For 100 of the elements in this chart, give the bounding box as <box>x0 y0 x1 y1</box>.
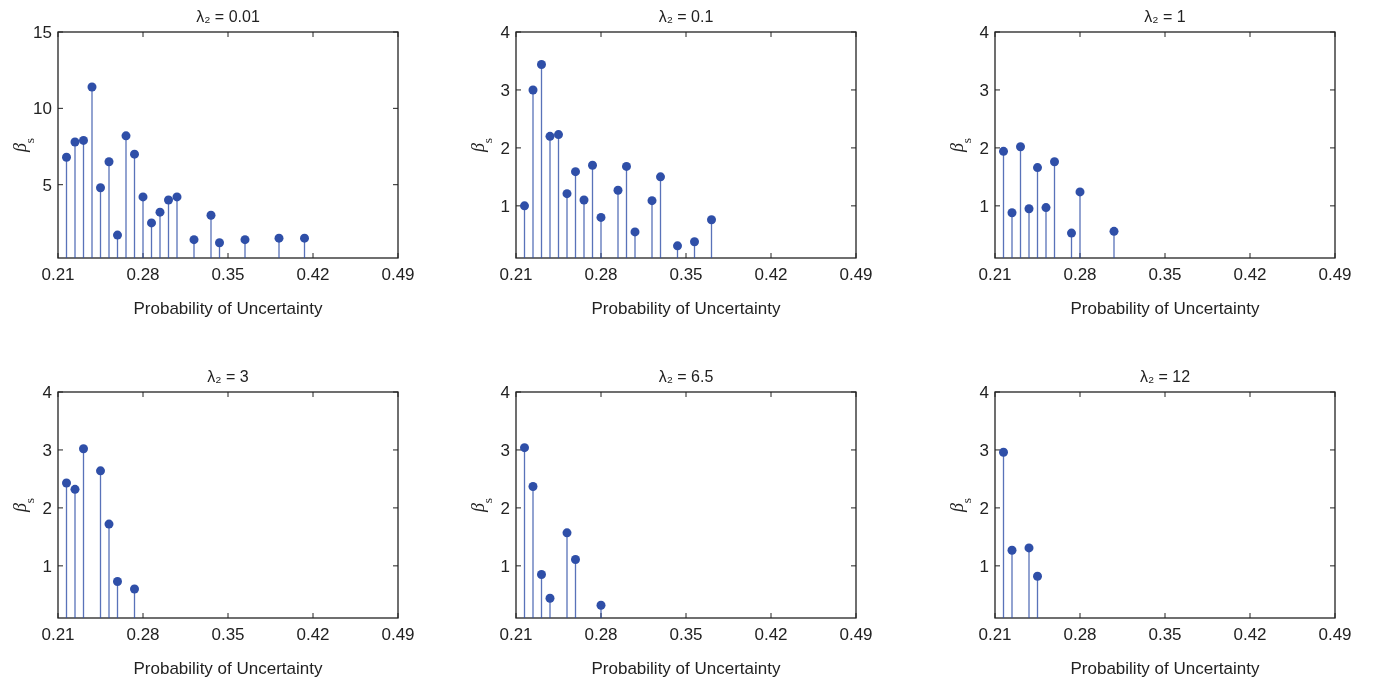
x-tick-label: 0.21 <box>978 265 1012 284</box>
point <box>622 161 631 171</box>
point <box>562 528 572 538</box>
point <box>1050 157 1059 167</box>
point <box>274 233 284 243</box>
x-tick-label: 0.28 <box>1063 625 1097 644</box>
point <box>189 235 199 245</box>
point <box>588 160 597 170</box>
point <box>96 466 105 476</box>
point <box>596 212 606 222</box>
point <box>647 196 657 206</box>
point <box>138 192 148 202</box>
point <box>520 443 529 453</box>
y-tick-label: 1 <box>500 556 510 576</box>
point <box>537 570 546 580</box>
y-tick-label: 15 <box>33 22 52 42</box>
x-tick-label: 0.49 <box>1318 265 1352 284</box>
x-axis-title: Probability of Uncertainty <box>133 659 323 678</box>
point <box>70 484 80 494</box>
point <box>79 135 88 145</box>
point <box>520 201 529 211</box>
y-tick-label: 2 <box>979 138 989 158</box>
point <box>104 157 114 167</box>
point <box>1067 228 1076 238</box>
x-tick-label: 0.35 <box>211 265 245 284</box>
point <box>673 241 682 251</box>
point <box>545 131 555 141</box>
point <box>571 554 580 564</box>
chart-title: λ₂ = 12 <box>1139 368 1191 385</box>
x-tick-label: 0.49 <box>381 265 415 284</box>
point <box>1075 187 1085 197</box>
x-tick-label: 0.28 <box>1063 265 1097 284</box>
x-tick-label: 0.49 <box>1318 625 1352 644</box>
y-tick-label: 3 <box>979 440 989 460</box>
point <box>528 85 538 95</box>
point <box>1041 203 1051 213</box>
point <box>579 195 589 205</box>
y-tick-label: 5 <box>42 175 52 195</box>
point <box>1007 545 1017 555</box>
x-axis-title: Probability of Uncertainty <box>591 299 781 318</box>
y-tick-label: 3 <box>500 80 510 100</box>
x-tick-label: 0.35 <box>1148 625 1182 644</box>
y-tick-label: 3 <box>500 440 510 460</box>
point <box>113 576 122 586</box>
y-tick-label: 1 <box>979 556 989 576</box>
x-tick-label: 0.28 <box>126 625 160 644</box>
x-tick-label: 0.42 <box>1233 625 1267 644</box>
x-tick-label: 0.21 <box>978 625 1012 644</box>
point <box>545 593 555 603</box>
point <box>147 218 156 228</box>
point <box>70 137 80 147</box>
point <box>562 189 572 199</box>
x-tick-label: 0.42 <box>754 265 788 284</box>
y-tick-label: 4 <box>42 382 52 402</box>
x-axis-title: Probability of Uncertainty <box>1070 659 1260 678</box>
point <box>79 444 88 454</box>
x-tick-label: 0.49 <box>381 625 415 644</box>
x-tick-label: 0.42 <box>754 625 788 644</box>
point <box>1033 163 1042 173</box>
point <box>240 235 250 245</box>
chart-title: λ₂ = 1 <box>1144 8 1186 25</box>
y-tick-label: 4 <box>979 382 989 402</box>
x-tick-label: 0.42 <box>296 265 330 284</box>
y-tick-label: 2 <box>42 498 52 518</box>
point <box>300 233 309 243</box>
point <box>999 447 1008 457</box>
point <box>571 167 580 177</box>
y-tick-label: 10 <box>33 99 52 119</box>
chart-title: λ₂ = 0.1 <box>658 8 714 25</box>
y-tick-label: 1 <box>42 556 52 576</box>
point <box>537 59 546 69</box>
point <box>96 183 105 193</box>
point <box>87 82 97 92</box>
x-tick-label: 0.35 <box>1148 265 1182 284</box>
x-tick-label: 0.35 <box>669 625 703 644</box>
point <box>1007 208 1017 218</box>
point <box>130 584 139 594</box>
x-tick-label: 0.28 <box>584 625 618 644</box>
y-tick-label: 2 <box>500 138 510 158</box>
point <box>656 172 665 182</box>
point <box>1024 543 1034 553</box>
point <box>164 195 173 205</box>
x-tick-label: 0.28 <box>584 265 618 284</box>
x-axis-title: Probability of Uncertainty <box>1070 299 1260 318</box>
point <box>1016 142 1025 152</box>
y-tick-label: 4 <box>979 22 989 42</box>
chart-title: λ₂ = 0.01 <box>196 8 260 25</box>
x-tick-label: 0.42 <box>1233 265 1267 284</box>
x-tick-label: 0.21 <box>499 625 533 644</box>
point <box>155 207 165 217</box>
point <box>113 230 122 240</box>
chart-title: λ₂ = 3 <box>207 368 249 385</box>
point <box>1024 204 1034 214</box>
point <box>707 215 716 225</box>
point <box>121 131 131 141</box>
y-tick-label: 3 <box>979 80 989 100</box>
y-tick-label: 4 <box>500 382 510 402</box>
x-axis-title: Probability of Uncertainty <box>133 299 323 318</box>
chart-title: λ₂ = 6.5 <box>658 368 714 385</box>
y-tick-label: 3 <box>42 440 52 460</box>
